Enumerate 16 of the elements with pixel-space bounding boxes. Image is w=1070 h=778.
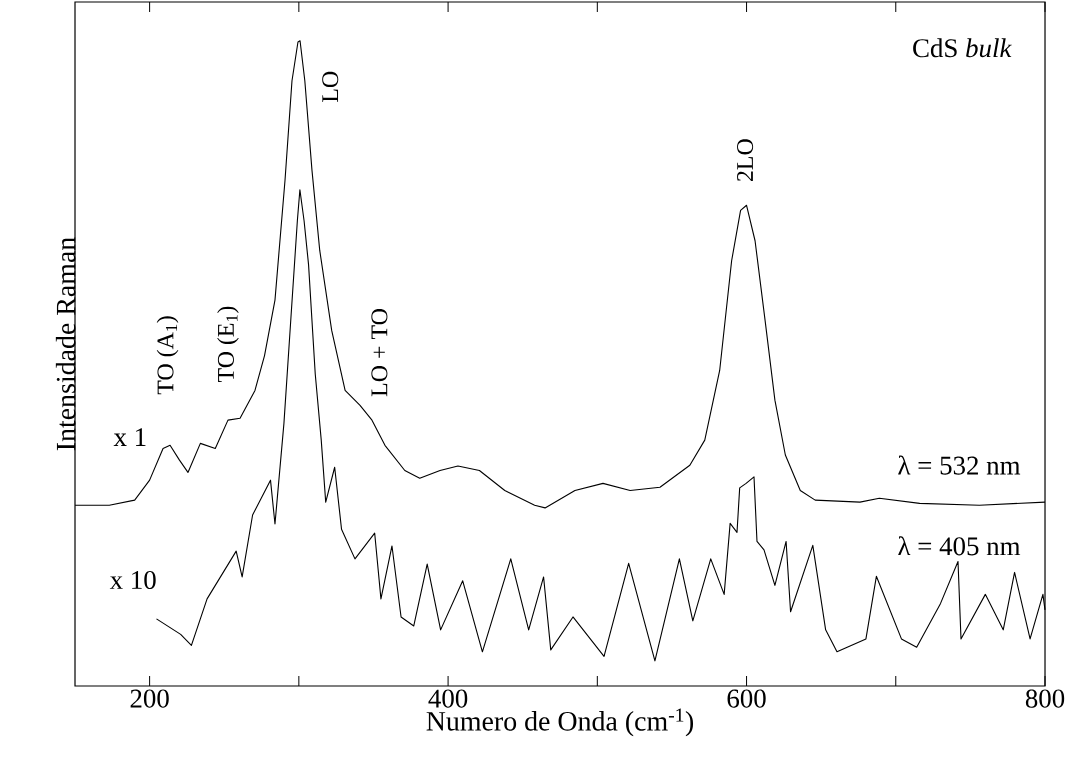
annotation: 2LO bbox=[737, 139, 754, 182]
x-tick-label: 200 bbox=[130, 689, 169, 708]
annotation: LO + TO bbox=[371, 309, 388, 397]
x-tick-label: 800 bbox=[1025, 689, 1065, 708]
annotation: CdS bulk bbox=[913, 38, 1012, 58]
x-tick-label: 600 bbox=[727, 689, 766, 708]
annotation: x 1 bbox=[113, 428, 146, 446]
x-axis-title: Numero de Onda (cm$^{-1}$) bbox=[426, 708, 694, 737]
annotation: x 10 bbox=[109, 570, 156, 590]
y-axis-title: Intensidade Raman bbox=[55, 237, 76, 451]
annotation: TO (A$_{1}$) bbox=[156, 316, 179, 395]
annotation: LO bbox=[322, 71, 339, 103]
series-label: λ = 405 nm bbox=[898, 536, 1021, 556]
x-tick-label: 400 bbox=[428, 689, 468, 708]
annotation: TO (E$_{1}$) bbox=[217, 306, 239, 383]
series-label: λ = 532 nm bbox=[898, 455, 1021, 475]
